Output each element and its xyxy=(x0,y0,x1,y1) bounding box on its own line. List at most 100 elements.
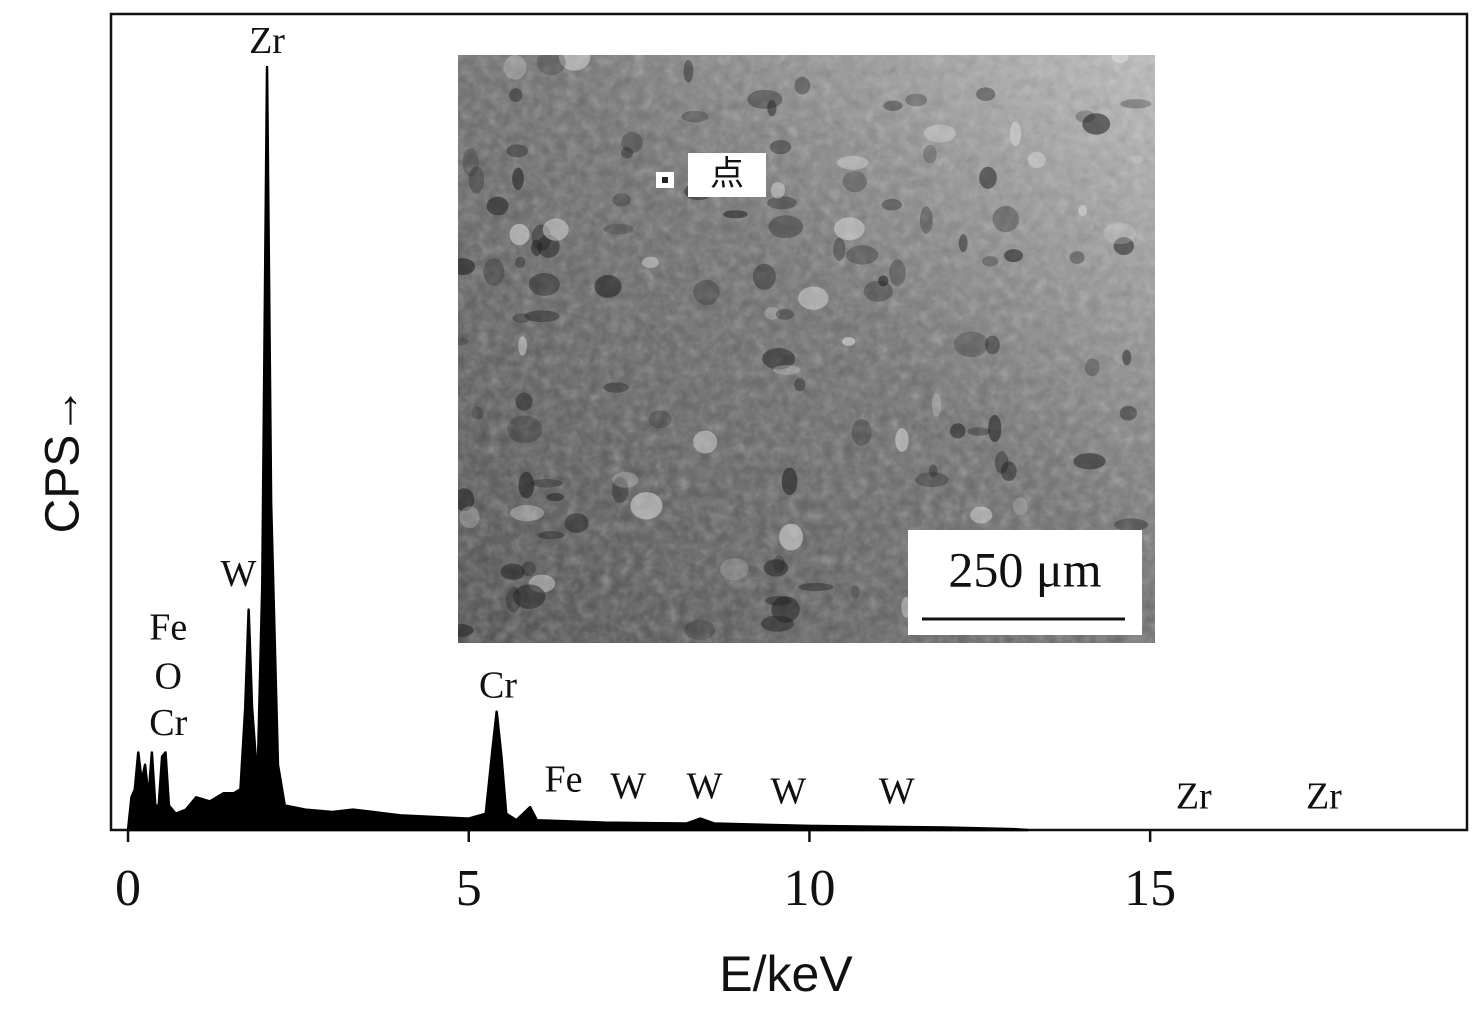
sem-speck xyxy=(923,144,937,164)
peak-label: W xyxy=(220,553,256,595)
x-tick-label: 0 xyxy=(115,860,141,917)
sem-speck xyxy=(458,337,469,346)
sem-speck xyxy=(883,100,903,111)
sem-speck xyxy=(1114,518,1149,531)
sem-speck xyxy=(765,596,792,606)
peak-label: Zr xyxy=(1176,776,1212,818)
sem-speck xyxy=(949,423,966,439)
x-tick-label: 15 xyxy=(1124,860,1176,917)
sem-speck xyxy=(507,415,543,444)
sem-speck xyxy=(503,55,527,80)
sem-speck xyxy=(458,623,474,637)
sem-speck xyxy=(720,558,749,581)
sem-speck xyxy=(994,451,1009,474)
peak-label: W xyxy=(687,766,723,808)
sem-speck xyxy=(512,167,524,191)
sem-speck xyxy=(1073,453,1106,470)
sem-speck xyxy=(1000,461,1017,482)
sem-speck xyxy=(1131,155,1144,164)
x-tick-label: 10 xyxy=(783,860,835,917)
sem-speck xyxy=(781,467,798,496)
sem-speck xyxy=(468,166,485,194)
marker-label-box xyxy=(688,153,766,197)
sem-speck xyxy=(794,76,811,95)
sem-speck xyxy=(837,155,869,170)
sem-speck xyxy=(1122,349,1132,366)
sem-speck xyxy=(923,124,956,143)
sem-speck xyxy=(684,619,716,640)
sem-speck xyxy=(536,55,566,76)
sem-speck xyxy=(1009,121,1022,147)
sem-speck xyxy=(773,364,801,375)
sem-speck xyxy=(1013,497,1028,516)
peak-label: W xyxy=(879,771,915,813)
sem-speck xyxy=(1004,249,1023,263)
sem-speck xyxy=(851,419,872,446)
sem-speck xyxy=(542,218,569,241)
sem-speck xyxy=(773,555,785,573)
sem-speck xyxy=(794,378,806,392)
sem-speck xyxy=(763,559,789,577)
sem-speck xyxy=(769,139,792,155)
sem-speck xyxy=(967,427,991,436)
sem-speck xyxy=(564,513,589,533)
sem-speck xyxy=(510,505,545,522)
sem-speck xyxy=(518,336,527,356)
sem-speck xyxy=(982,256,999,267)
sem-speck xyxy=(846,245,879,265)
sem-speck xyxy=(518,471,535,499)
sem-speck xyxy=(558,55,591,71)
sem-speck xyxy=(459,506,480,529)
sem-speck xyxy=(612,471,639,488)
sem-speck xyxy=(512,313,532,323)
sem-speck xyxy=(506,144,529,158)
sem-speck xyxy=(1111,55,1129,64)
sem-speck xyxy=(953,331,989,358)
sem-speck xyxy=(768,215,804,239)
sem-speck xyxy=(985,335,1000,355)
sem-speck xyxy=(1103,222,1136,245)
sem-speck xyxy=(500,563,526,580)
peak-label: W xyxy=(610,766,646,808)
sem-speck xyxy=(621,131,643,154)
sem-speck xyxy=(683,59,694,83)
sem-speck xyxy=(988,414,1002,443)
peak-label: O xyxy=(155,656,182,698)
sem-speck xyxy=(895,428,909,452)
sem-speck xyxy=(1084,358,1100,377)
peak-label: W xyxy=(770,771,806,813)
sem-speck xyxy=(1027,151,1046,169)
sem-speck xyxy=(612,193,631,207)
sem-speck xyxy=(1082,113,1111,135)
sem-speck xyxy=(833,237,846,261)
peak-label: Fe xyxy=(149,607,187,649)
x-axis-label: E/keV xyxy=(719,946,853,1002)
x-tick-label: 5 xyxy=(456,860,482,917)
sem-speck xyxy=(976,87,996,102)
sem-speck xyxy=(842,337,856,347)
sem-speck xyxy=(863,280,893,302)
sem-speck xyxy=(1069,251,1085,264)
sem-speck xyxy=(521,561,536,577)
sem-speck xyxy=(992,205,1020,233)
sem-speck xyxy=(931,392,942,417)
sem-speck xyxy=(486,196,509,216)
sem-speck xyxy=(752,263,776,290)
sem-speck xyxy=(509,88,523,103)
sem-speck xyxy=(515,392,533,411)
sem-speck xyxy=(603,223,634,235)
sem-speck xyxy=(842,171,868,193)
sem-speck xyxy=(515,256,526,268)
sem-speck xyxy=(630,492,663,520)
sem-speck xyxy=(648,410,672,429)
sem-speck xyxy=(594,275,622,298)
sem-speck xyxy=(1119,405,1137,421)
peak-label: Fe xyxy=(544,758,582,800)
sem-speck xyxy=(771,596,800,623)
sem-speck xyxy=(537,531,565,540)
sem-speck xyxy=(878,275,889,287)
sem-speck xyxy=(641,256,659,268)
sem-speck xyxy=(979,166,997,189)
y-axis-label: CPS→ xyxy=(37,387,90,534)
